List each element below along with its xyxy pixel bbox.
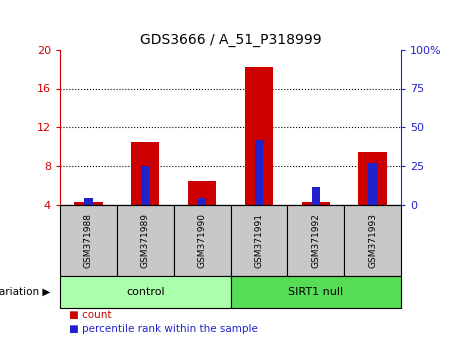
Bar xyxy=(188,181,216,205)
Bar xyxy=(174,205,230,276)
Text: GSM371988: GSM371988 xyxy=(84,213,93,268)
Bar xyxy=(141,166,149,205)
Bar xyxy=(84,198,93,205)
Text: ■ percentile rank within the sample: ■ percentile rank within the sample xyxy=(69,324,258,334)
Bar xyxy=(131,142,160,205)
Bar xyxy=(254,140,263,205)
Bar xyxy=(60,205,117,276)
Title: GDS3666 / A_51_P318999: GDS3666 / A_51_P318999 xyxy=(140,33,321,47)
Bar xyxy=(230,205,287,276)
Bar xyxy=(117,205,174,276)
Bar xyxy=(312,187,320,205)
Bar xyxy=(245,67,273,205)
Text: ■ count: ■ count xyxy=(69,310,112,320)
Text: genotype/variation ▶: genotype/variation ▶ xyxy=(0,287,51,297)
Text: GSM371990: GSM371990 xyxy=(198,213,207,268)
Text: control: control xyxy=(126,287,165,297)
Text: GSM371991: GSM371991 xyxy=(254,213,263,268)
Bar xyxy=(301,202,330,205)
Bar xyxy=(368,163,377,205)
Bar xyxy=(344,205,401,276)
Bar xyxy=(230,276,401,308)
Text: SIRT1 null: SIRT1 null xyxy=(288,287,343,297)
Bar xyxy=(74,202,102,205)
Bar xyxy=(358,152,387,205)
Bar xyxy=(60,276,230,308)
Text: GSM371989: GSM371989 xyxy=(141,213,150,268)
Bar xyxy=(287,205,344,276)
Bar xyxy=(198,198,207,205)
Text: GSM371992: GSM371992 xyxy=(311,213,320,268)
Text: GSM371993: GSM371993 xyxy=(368,213,377,268)
